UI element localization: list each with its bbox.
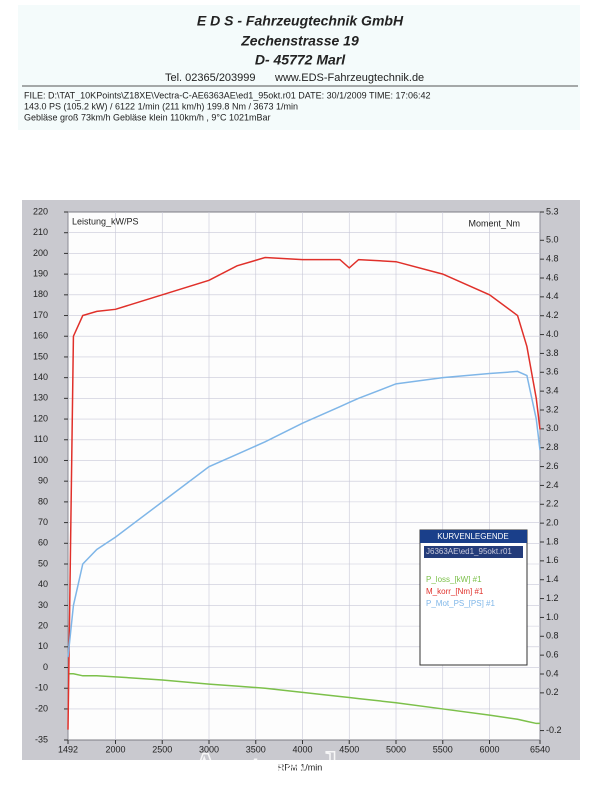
phone: Tel. 02365/203999 xyxy=(165,72,256,84)
y2-tick-label: 3.0 xyxy=(546,423,559,433)
y-tick-label: 20 xyxy=(38,620,48,630)
y-tick-label: 140 xyxy=(33,372,48,382)
y2-tick-label: 2.6 xyxy=(546,461,559,471)
y-tick-label: 70 xyxy=(38,517,48,527)
y-tick-label: 10 xyxy=(38,641,48,651)
y2-tick-label: 4.6 xyxy=(546,272,559,282)
y2-tick-label: 3.6 xyxy=(546,367,559,377)
y-tick-label: 180 xyxy=(33,289,48,299)
y-tick-label: 190 xyxy=(33,268,48,278)
legend-title: KURVENLEGENDE xyxy=(437,532,508,541)
series-line xyxy=(67,256,541,730)
y2-tick-label: 5.0 xyxy=(546,235,559,245)
x-axis-title: RPM 1/min xyxy=(278,762,323,772)
legend-file: J6363AE\ed1_95okt.r01 xyxy=(426,547,512,556)
y2-tick-label: 2.4 xyxy=(546,480,559,490)
y-tick-label: 210 xyxy=(33,227,48,237)
y2-tick-label: 0.4 xyxy=(546,668,559,678)
info: 143.0 PS (105.2 kW) / 6122 1/min (211 km… xyxy=(24,101,298,111)
legend-entry: P_loss_[kW] #1 xyxy=(426,575,482,584)
y-tick-label: 150 xyxy=(33,351,48,361)
y2-tick-label: 5.3 xyxy=(546,206,559,216)
y2-tick-label: 2.8 xyxy=(546,442,559,452)
company: E D S - Fahrzeugtechnik GmbH xyxy=(197,13,404,29)
y-tick-label: 160 xyxy=(33,331,48,341)
y-tick-label: 0 xyxy=(43,662,48,672)
legend-file-bg xyxy=(424,546,523,558)
y2-tick-label: 1.6 xyxy=(546,555,559,565)
y2-tick-label: 3.2 xyxy=(546,404,559,414)
y-tick-label: -35 xyxy=(35,734,48,744)
y2-tick-label: 1.4 xyxy=(546,574,559,584)
info: Gebläse groß 73km/h Gebläse klein 110km/… xyxy=(24,112,271,122)
x-tick-label: 5000 xyxy=(386,744,406,754)
watermark: Astra-h.ru xyxy=(186,742,415,800)
y2-tick-label: 4.2 xyxy=(546,310,559,320)
x-tick-label: 4000 xyxy=(292,744,312,754)
series-line xyxy=(67,370,541,658)
y-tick-label: -10 xyxy=(35,683,48,693)
y2-tick-label: 1.0 xyxy=(546,612,559,622)
y2-tick-label: 1.2 xyxy=(546,593,559,603)
x-tick-label: 2500 xyxy=(152,744,172,754)
y2-tick-label: 4.8 xyxy=(546,254,559,264)
web: www.EDS-Fahrzeugtechnik.de xyxy=(274,72,424,84)
y-tick-label: 110 xyxy=(34,434,48,444)
series-line xyxy=(68,672,540,725)
y-tick-label: 220 xyxy=(33,206,48,216)
y-tick-label: 170 xyxy=(33,310,48,320)
x-tick-label: 2000 xyxy=(105,744,125,754)
y-axis-title: Leistung_kW/PS xyxy=(72,216,139,226)
y-tick-label: 50 xyxy=(38,558,48,568)
y2-tick-label: 0.2 xyxy=(546,687,559,697)
y-tick-label: 40 xyxy=(38,579,48,589)
y-tick-label: 30 xyxy=(38,600,48,610)
legend-entry: M_korr_[Nm] #1 xyxy=(426,587,484,596)
x-tick-label: 3000 xyxy=(199,744,219,754)
y2-tick-label: 2.2 xyxy=(546,499,559,509)
legend-entry: P_Mot_PS_[PS] #1 xyxy=(426,599,495,608)
y2-tick-label: 0.8 xyxy=(546,631,559,641)
y-tick-label: 200 xyxy=(33,248,48,258)
y2-tick-label: -0.2 xyxy=(546,725,562,735)
y2-tick-label: 4.0 xyxy=(546,329,559,339)
legend-head xyxy=(420,530,527,543)
y2-tick-label: 2.0 xyxy=(546,518,559,528)
x-tick-label: 6000 xyxy=(479,744,499,754)
y-tick-label: 90 xyxy=(38,476,48,486)
y-tick-label: 120 xyxy=(33,413,48,423)
city: D- 45772 Marl xyxy=(255,52,346,68)
y-tick-label: 60 xyxy=(38,538,48,548)
x-tick-label: 1492 xyxy=(58,744,78,754)
y-tick-label: -20 xyxy=(35,703,48,713)
y2-tick-label: 4.4 xyxy=(546,291,559,301)
y2-axis-title: Moment_Nm xyxy=(468,218,520,228)
y2-tick-label: 3.8 xyxy=(546,348,559,358)
info: FILE: D:\TAT_10KPoints\Z18XE\Vectra-C-AE… xyxy=(24,90,431,100)
y2-tick-label: 3.4 xyxy=(546,386,559,396)
x-tick-label: 4500 xyxy=(339,744,359,754)
x-tick-label: 3500 xyxy=(246,744,266,754)
header-bg xyxy=(18,5,580,130)
y2-tick-label: 0.6 xyxy=(546,650,559,660)
y-tick-label: 130 xyxy=(33,393,48,403)
y-tick-label: 100 xyxy=(33,455,48,465)
x-tick-label: 6540 xyxy=(530,744,550,754)
y-tick-label: 80 xyxy=(38,496,48,506)
street: Zechenstrasse 19 xyxy=(240,33,359,49)
x-tick-label: 5500 xyxy=(433,744,453,754)
y2-tick-label: 1.8 xyxy=(546,536,559,546)
